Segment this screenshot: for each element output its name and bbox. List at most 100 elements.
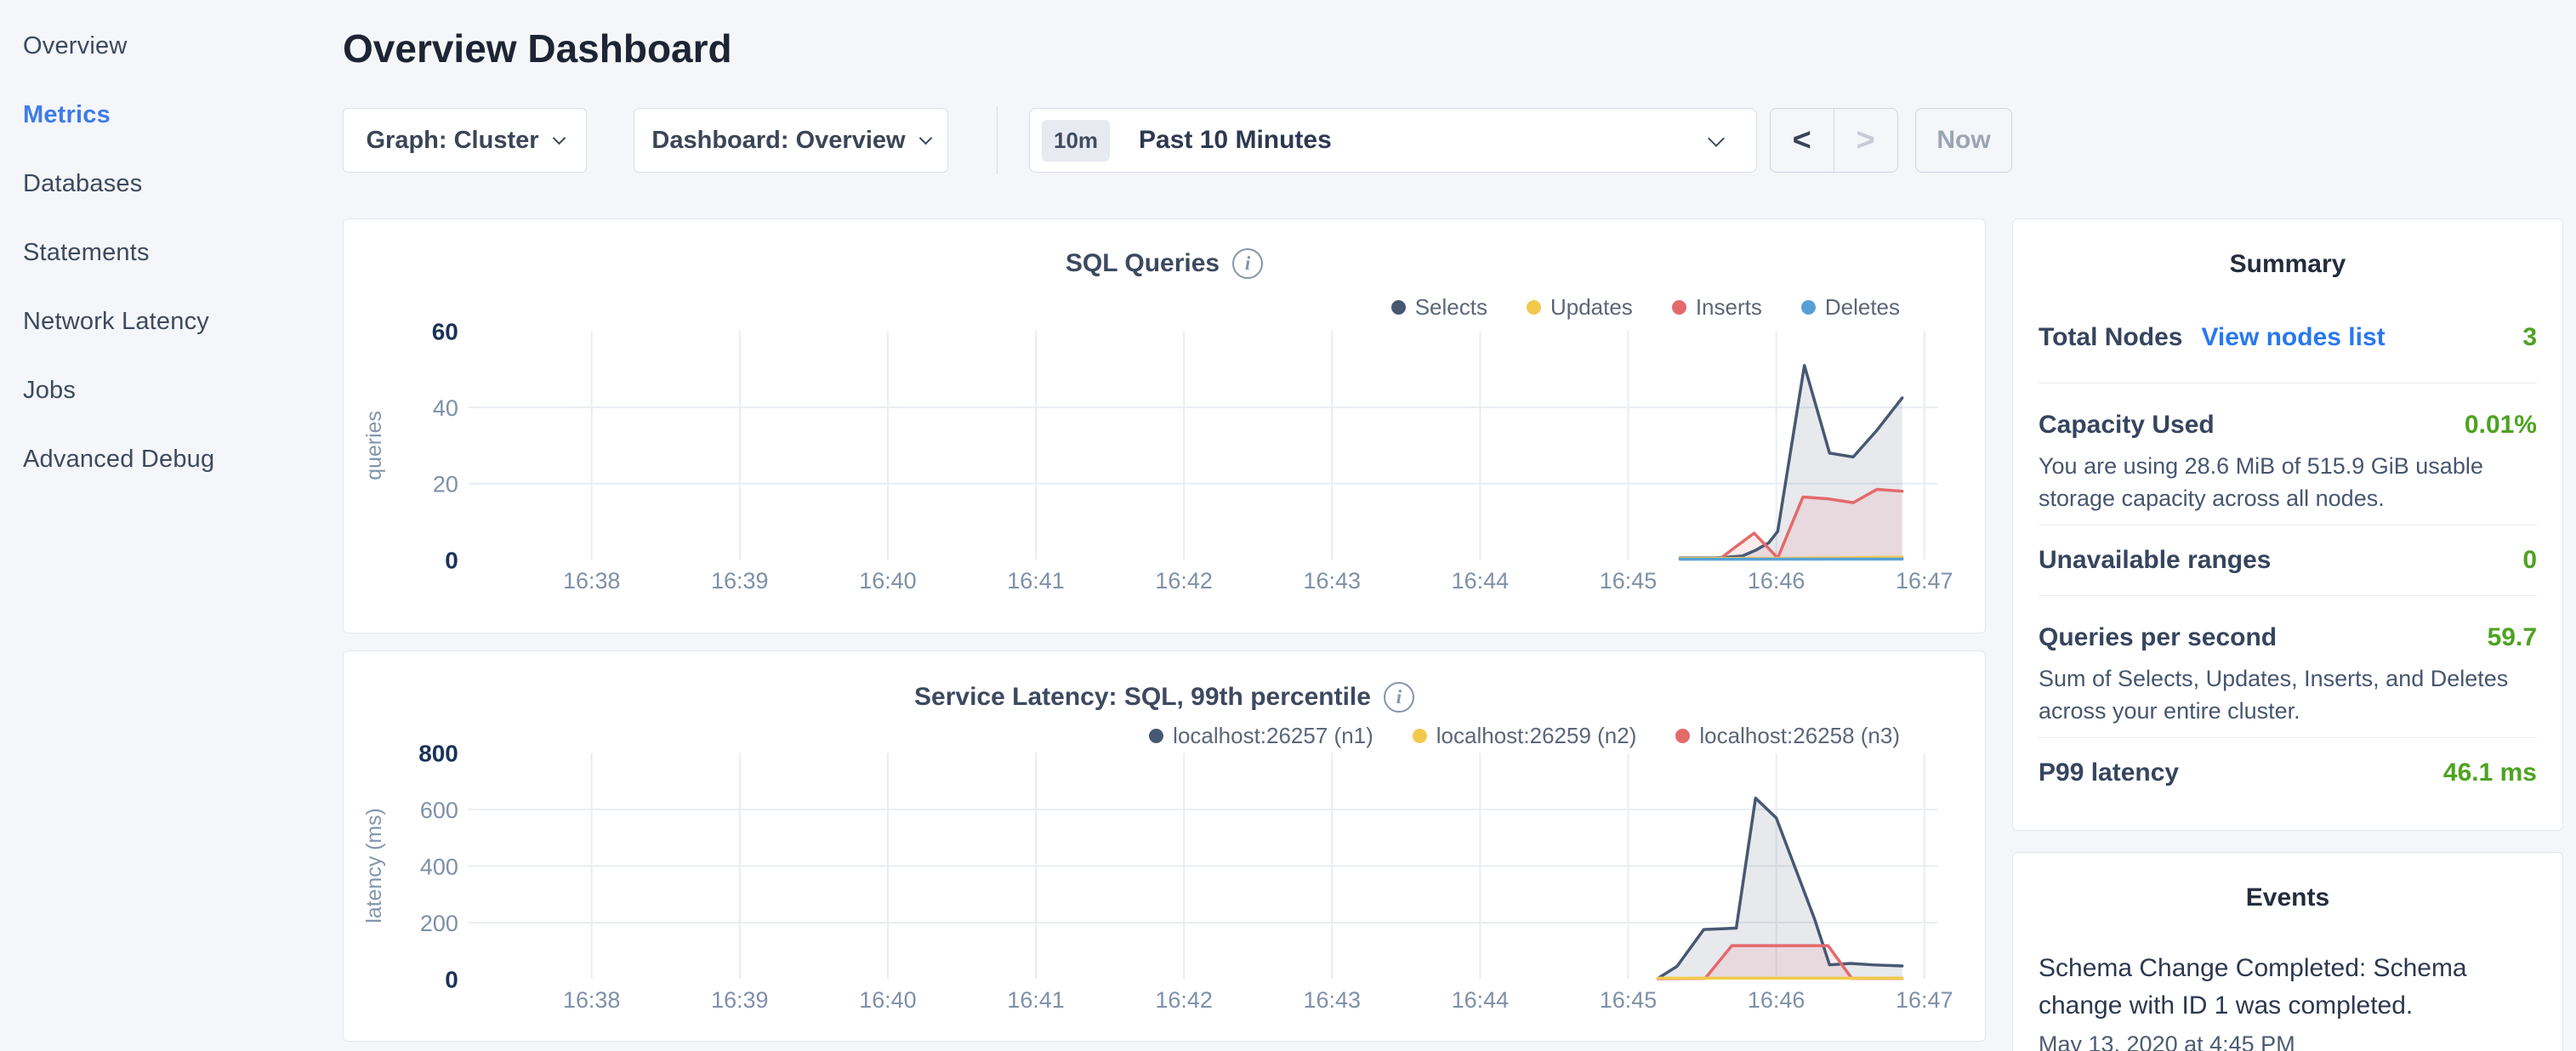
svg-text:0: 0 [445,966,458,992]
svg-text:600: 600 [420,798,458,823]
toolbar-separator [997,106,998,174]
time-range-badge: 10m [1042,119,1111,162]
graph-scope-dropdown[interactable]: Graph: Cluster [343,108,587,173]
summary-title: Summary [2229,250,2346,278]
summary-row-label: Queries per second [2039,623,2277,651]
summary-row-description: You are using 28.6 MiB of 515.9 GiB usab… [2039,453,2483,511]
legend-item[interactable]: Deletes [1800,294,1900,321]
time-step-buttons: < > [1770,108,1898,173]
svg-text:16:40: 16:40 [859,987,916,1013]
sidebar-nav: Overview Metrics Databases Statements Ne… [0,0,340,1051]
legend-item[interactable]: Selects [1390,294,1487,321]
svg-text:16:44: 16:44 [1452,568,1510,594]
summary-row-label: Capacity Used [2039,411,2215,439]
events-panel: Events Schema Change Completed: Schema c… [2012,852,2563,1051]
events-title: Events [2245,883,2330,912]
chevron-down-icon [918,131,932,145]
svg-text:16:46: 16:46 [1748,987,1805,1013]
summary-row-unavailable-ranges: Unavailable ranges 0 [2039,546,2537,575]
sidebar-item-databases[interactable]: Databases [23,170,143,197]
chart-title: Service Latency: SQL, 99th percentile [914,683,1371,711]
legend-dot-icon [1526,300,1541,315]
svg-text:200: 200 [420,911,458,936]
svg-text:16:47: 16:47 [1896,568,1953,594]
svg-text:16:46: 16:46 [1748,568,1805,594]
event-message[interactable]: Schema Change Completed: Schema change w… [2039,954,2467,1020]
chart-title: SQL Queries [1065,249,1220,277]
summary-row-capacity-used: Capacity Used 0.01% [2039,411,2537,440]
summary-row-value: 59.7 [2487,623,2537,651]
graph-scope-dropdown-label: Graph: Cluster [366,126,539,154]
svg-text:16:38: 16:38 [563,987,620,1013]
svg-text:60: 60 [432,318,458,344]
legend-item-label: localhost:26258 (n3) [1699,723,1900,748]
legend-item-label: Selects [1414,294,1487,320]
summary-panel: Summary Total Nodes View nodes list 3 Ca… [2012,219,2563,831]
divider [2039,525,2537,526]
sidebar-item-jobs[interactable]: Jobs [23,377,77,404]
sql-queries-chart[interactable]: 16:38 16:39 16:40 16:41 16:42 16:43 16:44 16:45… [344,219,1985,633]
now-button[interactable]: Now [1915,108,2012,173]
page-title: Overview Dashboard [343,26,732,71]
legend-item-label: localhost:26257 (n1) [1173,723,1373,748]
summary-row-total-nodes: Total Nodes View nodes list 3 [2039,323,2537,352]
sidebar-item-overview[interactable]: Overview [23,32,128,60]
legend-item[interactable]: localhost:26259 (n2) [1412,723,1637,749]
summary-row-value: 0 [2522,546,2537,574]
legend-item[interactable]: Inserts [1671,294,1762,321]
summary-row-value: 0.01% [2464,411,2537,439]
summary-row-label: Total Nodes [2039,323,2183,351]
sidebar-item-metrics[interactable]: Metrics [23,101,111,128]
legend-item[interactable]: Updates [1526,294,1633,321]
svg-text:40: 40 [433,395,458,421]
legend-dot-icon [1412,729,1427,743]
summary-row-value: 3 [2522,323,2537,351]
svg-text:16:40: 16:40 [859,568,916,594]
summary-row-value: 46.1 ms [2442,758,2537,787]
info-icon[interactable]: i [1383,682,1414,713]
chart-legend: Selects Updates Inserts Deletes [1390,294,1900,321]
svg-text:16:41: 16:41 [1007,568,1064,594]
chevron-down-icon [1708,130,1725,147]
dashboard-dropdown[interactable]: Dashboard: Overview [634,108,948,173]
time-step-back-button[interactable]: < [1771,109,1834,172]
time-step-forward-button[interactable]: > [1856,122,1875,158]
sidebar-item-statements[interactable]: Statements [23,239,150,266]
svg-text:16:42: 16:42 [1155,987,1212,1013]
legend-item-label: localhost:26259 (n2) [1436,723,1637,748]
legend-item-label: Inserts [1695,294,1762,320]
svg-text:800: 800 [418,740,458,766]
legend-dot-icon [1671,300,1686,315]
sidebar-item-advanced-debug[interactable]: Advanced Debug [23,446,215,473]
legend-dot-icon [1149,729,1164,743]
view-nodes-list-link[interactable]: View nodes list [2201,323,2386,351]
svg-text:16:41: 16:41 [1007,987,1064,1013]
time-range-selector[interactable]: 10m Past 10 Minutes [1029,108,1757,173]
svg-text:16:47: 16:47 [1896,987,1953,1013]
legend-item-label: Updates [1550,294,1633,320]
chart-legend: localhost:26257 (n1) localhost:26259 (n2)… [1149,723,1900,749]
summary-row-queries-per-second: Queries per second 59.7 [2039,623,2537,652]
legend-item[interactable]: localhost:26258 (n3) [1675,723,1900,749]
service-latency-chart-card: Service Latency: SQL, 99th percentile i … [343,650,1986,1042]
summary-row-label: P99 latency [2039,758,2180,787]
chevron-down-icon [552,131,566,145]
svg-text:400: 400 [420,854,458,879]
svg-text:16:43: 16:43 [1304,987,1361,1013]
event-timestamp: May 13, 2020 at 4:45 PM [2039,1031,2295,1051]
svg-text:16:42: 16:42 [1155,568,1212,594]
svg-text:16:45: 16:45 [1600,987,1657,1013]
svg-text:16:39: 16:39 [711,987,768,1013]
legend-item[interactable]: localhost:26257 (n1) [1149,723,1373,749]
summary-row-p99-latency: P99 latency 46.1 ms [2039,758,2537,787]
svg-text:16:39: 16:39 [711,568,768,594]
service-latency-chart[interactable]: 16:38 16:39 16:40 16:41 16:42 16:43 16:44 16:45… [344,651,1985,1041]
sidebar-item-network-latency[interactable]: Network Latency [23,308,209,335]
info-icon[interactable]: i [1232,248,1264,279]
legend-dot-icon [1675,729,1691,743]
svg-text:16:45: 16:45 [1600,568,1657,594]
summary-row-label: Unavailable ranges [2039,546,2272,574]
svg-text:latency (ms): latency (ms) [362,808,386,923]
svg-text:queries: queries [362,411,386,480]
